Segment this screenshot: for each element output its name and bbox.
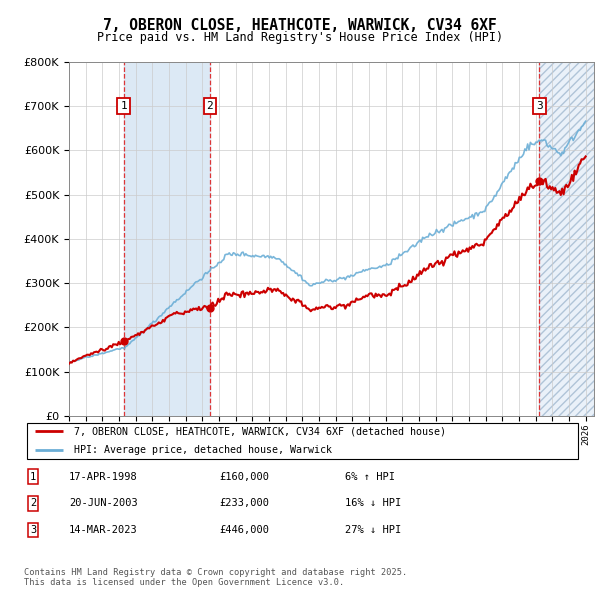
Text: 3: 3 — [536, 101, 542, 111]
Text: £160,000: £160,000 — [219, 472, 269, 481]
FancyBboxPatch shape — [27, 423, 578, 460]
Text: 7, OBERON CLOSE, HEATHCOTE, WARWICK, CV34 6XF (detached house): 7, OBERON CLOSE, HEATHCOTE, WARWICK, CV3… — [74, 427, 446, 436]
Text: 17-APR-1998: 17-APR-1998 — [69, 472, 138, 481]
Text: 6% ↑ HPI: 6% ↑ HPI — [345, 472, 395, 481]
Text: 2: 2 — [206, 101, 214, 111]
Text: 14-MAR-2023: 14-MAR-2023 — [69, 525, 138, 535]
Text: Contains HM Land Registry data © Crown copyright and database right 2025.
This d: Contains HM Land Registry data © Crown c… — [24, 568, 407, 587]
Text: 1: 1 — [30, 472, 36, 481]
Text: £233,000: £233,000 — [219, 499, 269, 508]
Text: £446,000: £446,000 — [219, 525, 269, 535]
Bar — [124, 62, 210, 416]
Text: 1: 1 — [121, 101, 127, 111]
Text: 2: 2 — [30, 499, 36, 508]
Text: 7, OBERON CLOSE, HEATHCOTE, WARWICK, CV34 6XF: 7, OBERON CLOSE, HEATHCOTE, WARWICK, CV3… — [103, 18, 497, 32]
Text: 16% ↓ HPI: 16% ↓ HPI — [345, 499, 401, 508]
Text: HPI: Average price, detached house, Warwick: HPI: Average price, detached house, Warw… — [74, 445, 332, 455]
Text: 20-JUN-2003: 20-JUN-2003 — [69, 499, 138, 508]
Text: 27% ↓ HPI: 27% ↓ HPI — [345, 525, 401, 535]
Bar — [539, 62, 594, 416]
Text: 3: 3 — [30, 525, 36, 535]
Text: Price paid vs. HM Land Registry's House Price Index (HPI): Price paid vs. HM Land Registry's House … — [97, 31, 503, 44]
Bar — [539, 62, 594, 416]
